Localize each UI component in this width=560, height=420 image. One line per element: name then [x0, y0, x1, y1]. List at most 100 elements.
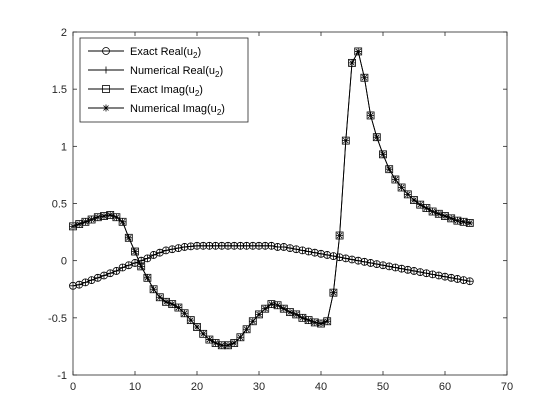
series-4-point [274, 301, 282, 309]
series-4-point [342, 137, 350, 145]
series-4-point [218, 341, 226, 349]
series-2-point [410, 267, 418, 275]
series-2-point [106, 269, 114, 277]
legend-label-base: Exact Real(u [130, 46, 193, 58]
series-4 [69, 47, 474, 349]
series-2-point [224, 242, 232, 250]
series-4-point [466, 219, 474, 227]
legend-entry: Exact Real(u2) [88, 46, 201, 60]
series-2-point [212, 242, 220, 250]
series-4-point [150, 285, 158, 293]
series-2-point [100, 272, 108, 280]
series-2-point [429, 270, 437, 278]
series-2-point [218, 242, 226, 250]
series-4-point [410, 196, 418, 204]
series-2-point [125, 261, 133, 269]
series-4-point [317, 320, 325, 328]
series-4-point [94, 213, 102, 221]
x-tick-label: 50 [377, 381, 389, 393]
series-4-point [187, 316, 195, 324]
legend-label-tail: ) [221, 103, 225, 115]
legend-label: Numerical Real(u2) [130, 65, 223, 79]
series-4-point [162, 298, 170, 306]
series-2-point [360, 258, 368, 266]
series-4-point [404, 190, 412, 198]
series-2-point [441, 273, 449, 281]
y-tick-label: 1 [61, 141, 67, 153]
series-2-point [81, 278, 89, 286]
series-2-point [379, 261, 387, 269]
y-tick-label: -1 [57, 370, 67, 382]
series-2-point [435, 272, 443, 280]
series-4-point [168, 300, 176, 308]
legend-asterisk-marker [102, 104, 110, 112]
series-2-point [466, 277, 474, 285]
legend-label-base: Numerical Real(u [130, 65, 215, 77]
series-2-point [323, 251, 331, 259]
series-4-point [125, 234, 133, 242]
legend-label: Numerical Imag(u2) [130, 103, 225, 117]
series-2-point [453, 275, 461, 283]
series-2-point [150, 251, 158, 259]
x-tick-label: 30 [253, 381, 265, 393]
legend-label-subscript: 2 [215, 70, 220, 79]
series-4-point [106, 211, 114, 219]
series-4-point [236, 333, 244, 341]
legend: Exact Real(u2)Numerical Real(u2)Exact Im… [79, 37, 249, 123]
plot-series-group [69, 47, 474, 350]
series-4-point [441, 212, 449, 220]
series-4-point [305, 316, 313, 324]
series-4-point [311, 318, 319, 326]
series-2-point [329, 252, 337, 260]
series-2-point [447, 274, 455, 282]
series-4-point [422, 204, 430, 212]
series-2-point [230, 242, 238, 250]
series-2-point [88, 276, 96, 284]
series-2-point [348, 256, 356, 264]
series-4-point [391, 175, 399, 183]
legend-label-tail: ) [199, 84, 203, 96]
series-2-point [385, 262, 393, 270]
series-2-point [187, 242, 195, 250]
series-4-point [460, 218, 468, 226]
series-4-point [193, 323, 201, 331]
series-4-point [249, 317, 257, 325]
series-2-point [280, 243, 288, 251]
series-2-point [112, 267, 120, 275]
series-4-point [348, 59, 356, 67]
series-4-point [298, 314, 306, 322]
series-4-point [205, 336, 213, 344]
x-tick-label: 70 [501, 381, 513, 393]
series-4-point [243, 325, 251, 333]
series-2-point [267, 242, 275, 250]
legend-label: Exact Imag(u2) [130, 84, 203, 98]
series-4-point [354, 47, 362, 55]
series-4-point [453, 217, 461, 225]
series-4-point [143, 274, 151, 282]
series-4-point [230, 339, 238, 347]
x-tick-label: 60 [439, 381, 451, 393]
series-4-point [112, 213, 120, 221]
series-4-point [286, 308, 294, 316]
series-4-point [360, 74, 368, 82]
series-4-point [292, 310, 300, 318]
legend-label-tail: ) [219, 65, 223, 77]
series-4-point [119, 218, 127, 226]
series-4-point [385, 165, 393, 173]
series-2-point [311, 249, 319, 257]
legend-square-marker [102, 85, 110, 93]
legend-entry: Exact Imag(u2) [88, 84, 203, 98]
series-2-point [119, 264, 127, 272]
legend-label: Exact Real(u2) [130, 46, 201, 60]
series-2-point [168, 245, 176, 253]
series-4-point [224, 341, 232, 349]
y-tick-label: 2 [61, 27, 67, 39]
series-4-point [435, 210, 443, 218]
legend-plus-marker [102, 66, 110, 74]
series-2-point [143, 254, 151, 262]
legend-label-base: Numerical Imag(u [130, 103, 217, 115]
legend-label-base: Exact Imag(u [130, 84, 195, 96]
series-4-point [323, 317, 331, 325]
series-2-point [422, 269, 430, 277]
series-4-point [367, 111, 375, 119]
